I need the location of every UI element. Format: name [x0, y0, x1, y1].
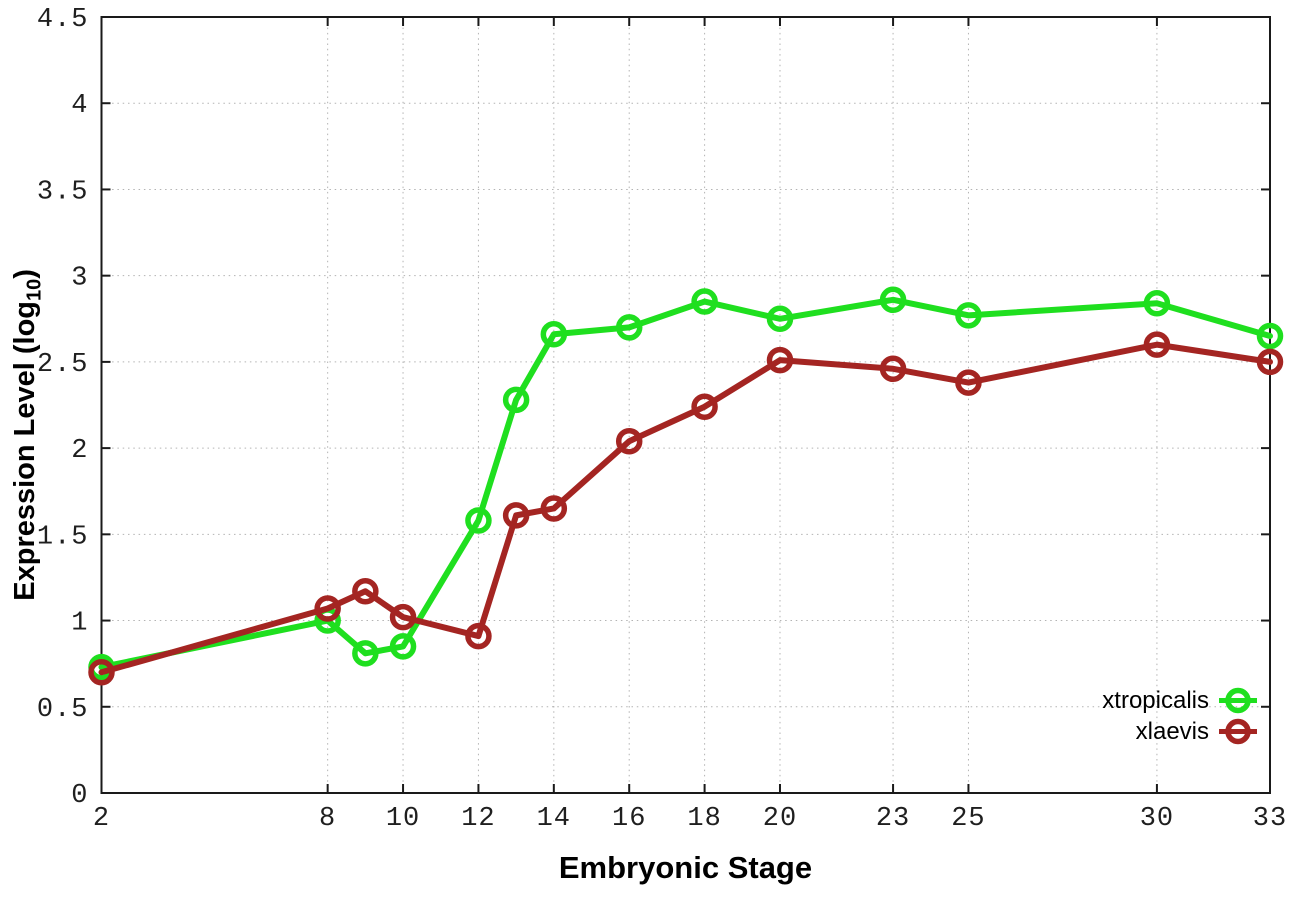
data-point-xlaevis: [389, 603, 417, 631]
data-point-xlaevis: [691, 393, 718, 420]
data-point-xlaevis: [955, 369, 982, 396]
y-tick-label: 4.5: [37, 5, 89, 35]
legend-marker-icon: [1219, 687, 1257, 714]
data-point-xtropicalis: [465, 507, 492, 534]
data-point-xtropicalis: [1143, 290, 1171, 317]
legend-label-xlaevis: xlaevis: [1135, 717, 1209, 745]
data-point-xlaevis: [879, 355, 907, 383]
legend-item-xtropicalis: xtropicalis: [1102, 685, 1258, 716]
series-line-xlaevis: [98, 341, 1273, 676]
data-point-xtropicalis: [502, 386, 530, 414]
legend-item-xlaevis: xlaevis: [1102, 716, 1258, 747]
data-point-xlaevis: [88, 659, 115, 686]
data-point-xtropicalis: [615, 314, 643, 341]
data-point-xlaevis: [352, 577, 379, 605]
data-point-xtropicalis: [879, 286, 907, 314]
x-tick-label: 2: [93, 804, 110, 834]
data-point-xlaevis: [314, 595, 341, 622]
plot-border: [100, 16, 1271, 794]
data-point-xlaevis: [502, 502, 530, 529]
x-tick-label: 30: [1140, 804, 1174, 834]
x-tick-label: 12: [461, 804, 495, 834]
legend: xtropicalis xlaevis: [1102, 685, 1258, 747]
data-point-xtropicalis: [389, 633, 417, 660]
y-tick-label: 1: [71, 609, 88, 639]
x-tick-label: 23: [876, 804, 910, 834]
x-tick-label: 10: [386, 804, 420, 834]
x-tick-label: 8: [319, 804, 336, 834]
data-point-xlaevis: [766, 346, 794, 374]
legend-label-xtropicalis: xtropicalis: [1102, 686, 1209, 714]
y-tick-label: 1.5: [37, 522, 89, 552]
y-tick-label: 3.5: [37, 177, 89, 207]
data-point-xtropicalis: [540, 321, 568, 348]
data-point-xlaevis: [615, 427, 643, 455]
x-tick-label: 20: [763, 804, 797, 834]
x-tick-label: 14: [537, 804, 571, 834]
y-tick-label: 2: [71, 436, 88, 466]
x-tick-label: 18: [687, 804, 721, 834]
data-point-xtropicalis: [1256, 322, 1284, 350]
y-tick-label: 3: [71, 264, 88, 294]
data-point-xtropicalis: [955, 302, 982, 329]
legend-marker-icon: [1219, 718, 1257, 745]
x-axis-title: Embryonic Stage: [558, 850, 813, 885]
data-point-xlaevis: [465, 622, 492, 650]
x-tick-label: 16: [612, 804, 646, 834]
x-tick-label: 33: [1253, 804, 1287, 834]
data-point-xtropicalis: [691, 288, 718, 315]
y-tick-label: 2.5: [37, 350, 89, 380]
data-point-xlaevis: [540, 495, 568, 522]
data-point-xlaevis: [1143, 331, 1171, 358]
x-tick-label: 25: [951, 804, 985, 834]
data-point-xtropicalis: [352, 640, 379, 667]
data-point-xlaevis: [1256, 348, 1284, 376]
y-tick-label: 0.5: [37, 695, 89, 725]
y-tick-label: 4: [71, 91, 88, 121]
y-tick-label: 0: [71, 781, 88, 811]
data-point-xtropicalis: [766, 305, 794, 333]
